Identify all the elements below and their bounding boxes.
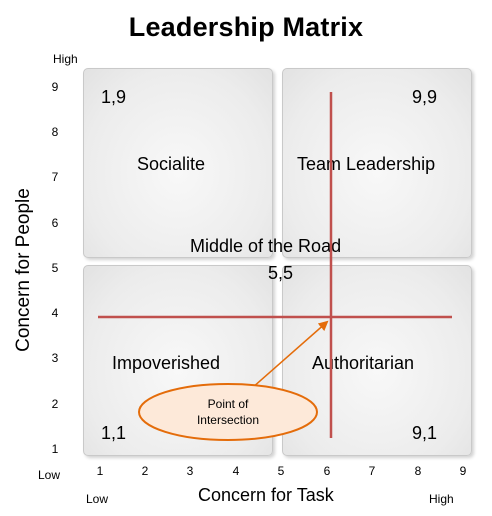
x-tick-2: 2	[141, 464, 149, 478]
callout-ellipse	[138, 383, 318, 441]
coord-label-1-9: 1,9	[101, 87, 127, 107]
x-tick-7: 7	[368, 464, 376, 478]
x-tick-6: 6	[323, 464, 331, 478]
coord-label-9-1: 9,1	[412, 423, 438, 443]
x-tick-8: 8	[414, 464, 422, 478]
callout-line-1: Point of	[207, 397, 249, 411]
quadrant-team-leadership	[282, 68, 472, 258]
y-axis-low-label: Low	[38, 468, 61, 482]
x-axis-high-label: High	[429, 492, 454, 506]
quadrant-socialite	[83, 68, 273, 258]
y-tick-5: 5	[51, 261, 59, 275]
coord-label-1-1: 1,1	[101, 423, 127, 443]
y-tick-4: 4	[51, 306, 59, 320]
quadrant-authoritarian	[282, 265, 472, 456]
intersection-arrow	[251, 320, 329, 389]
callout-line-2: Intersection	[196, 413, 260, 427]
x-tick-9: 9	[459, 464, 467, 478]
y-tick-7: 7	[51, 170, 59, 184]
y-tick-6: 6	[51, 216, 59, 230]
callout-text: Point of Intersection	[140, 396, 316, 428]
label-authoritarian: Authoritarian	[312, 353, 415, 373]
x-tick-1: 1	[96, 464, 104, 478]
y-axis-high-label: High	[53, 52, 78, 66]
x-tick-4: 4	[232, 464, 240, 478]
coord-label-5-5: 5,5	[268, 263, 294, 283]
x-tick-5: 5	[277, 464, 285, 478]
coord-label-9-9: 9,9	[412, 87, 438, 107]
y-tick-3: 3	[51, 351, 59, 365]
y-tick-8: 8	[51, 125, 59, 139]
y-tick-1: 1	[51, 442, 59, 456]
chart-title: Leadership Matrix	[128, 12, 364, 42]
x-axis-low-label: Low	[86, 492, 109, 506]
x-axis-title-text: Concern for Task	[198, 485, 334, 505]
label-socialite: Socialite	[137, 154, 206, 174]
x-tick-3: 3	[186, 464, 194, 478]
label-impoverished: Impoverished	[112, 353, 221, 373]
y-axis-title: Concern for People	[13, 188, 34, 352]
y-tick-2: 2	[51, 397, 59, 411]
y-tick-9: 9	[51, 80, 59, 94]
label-middle-of-the-road: Middle of the Road	[190, 236, 342, 256]
